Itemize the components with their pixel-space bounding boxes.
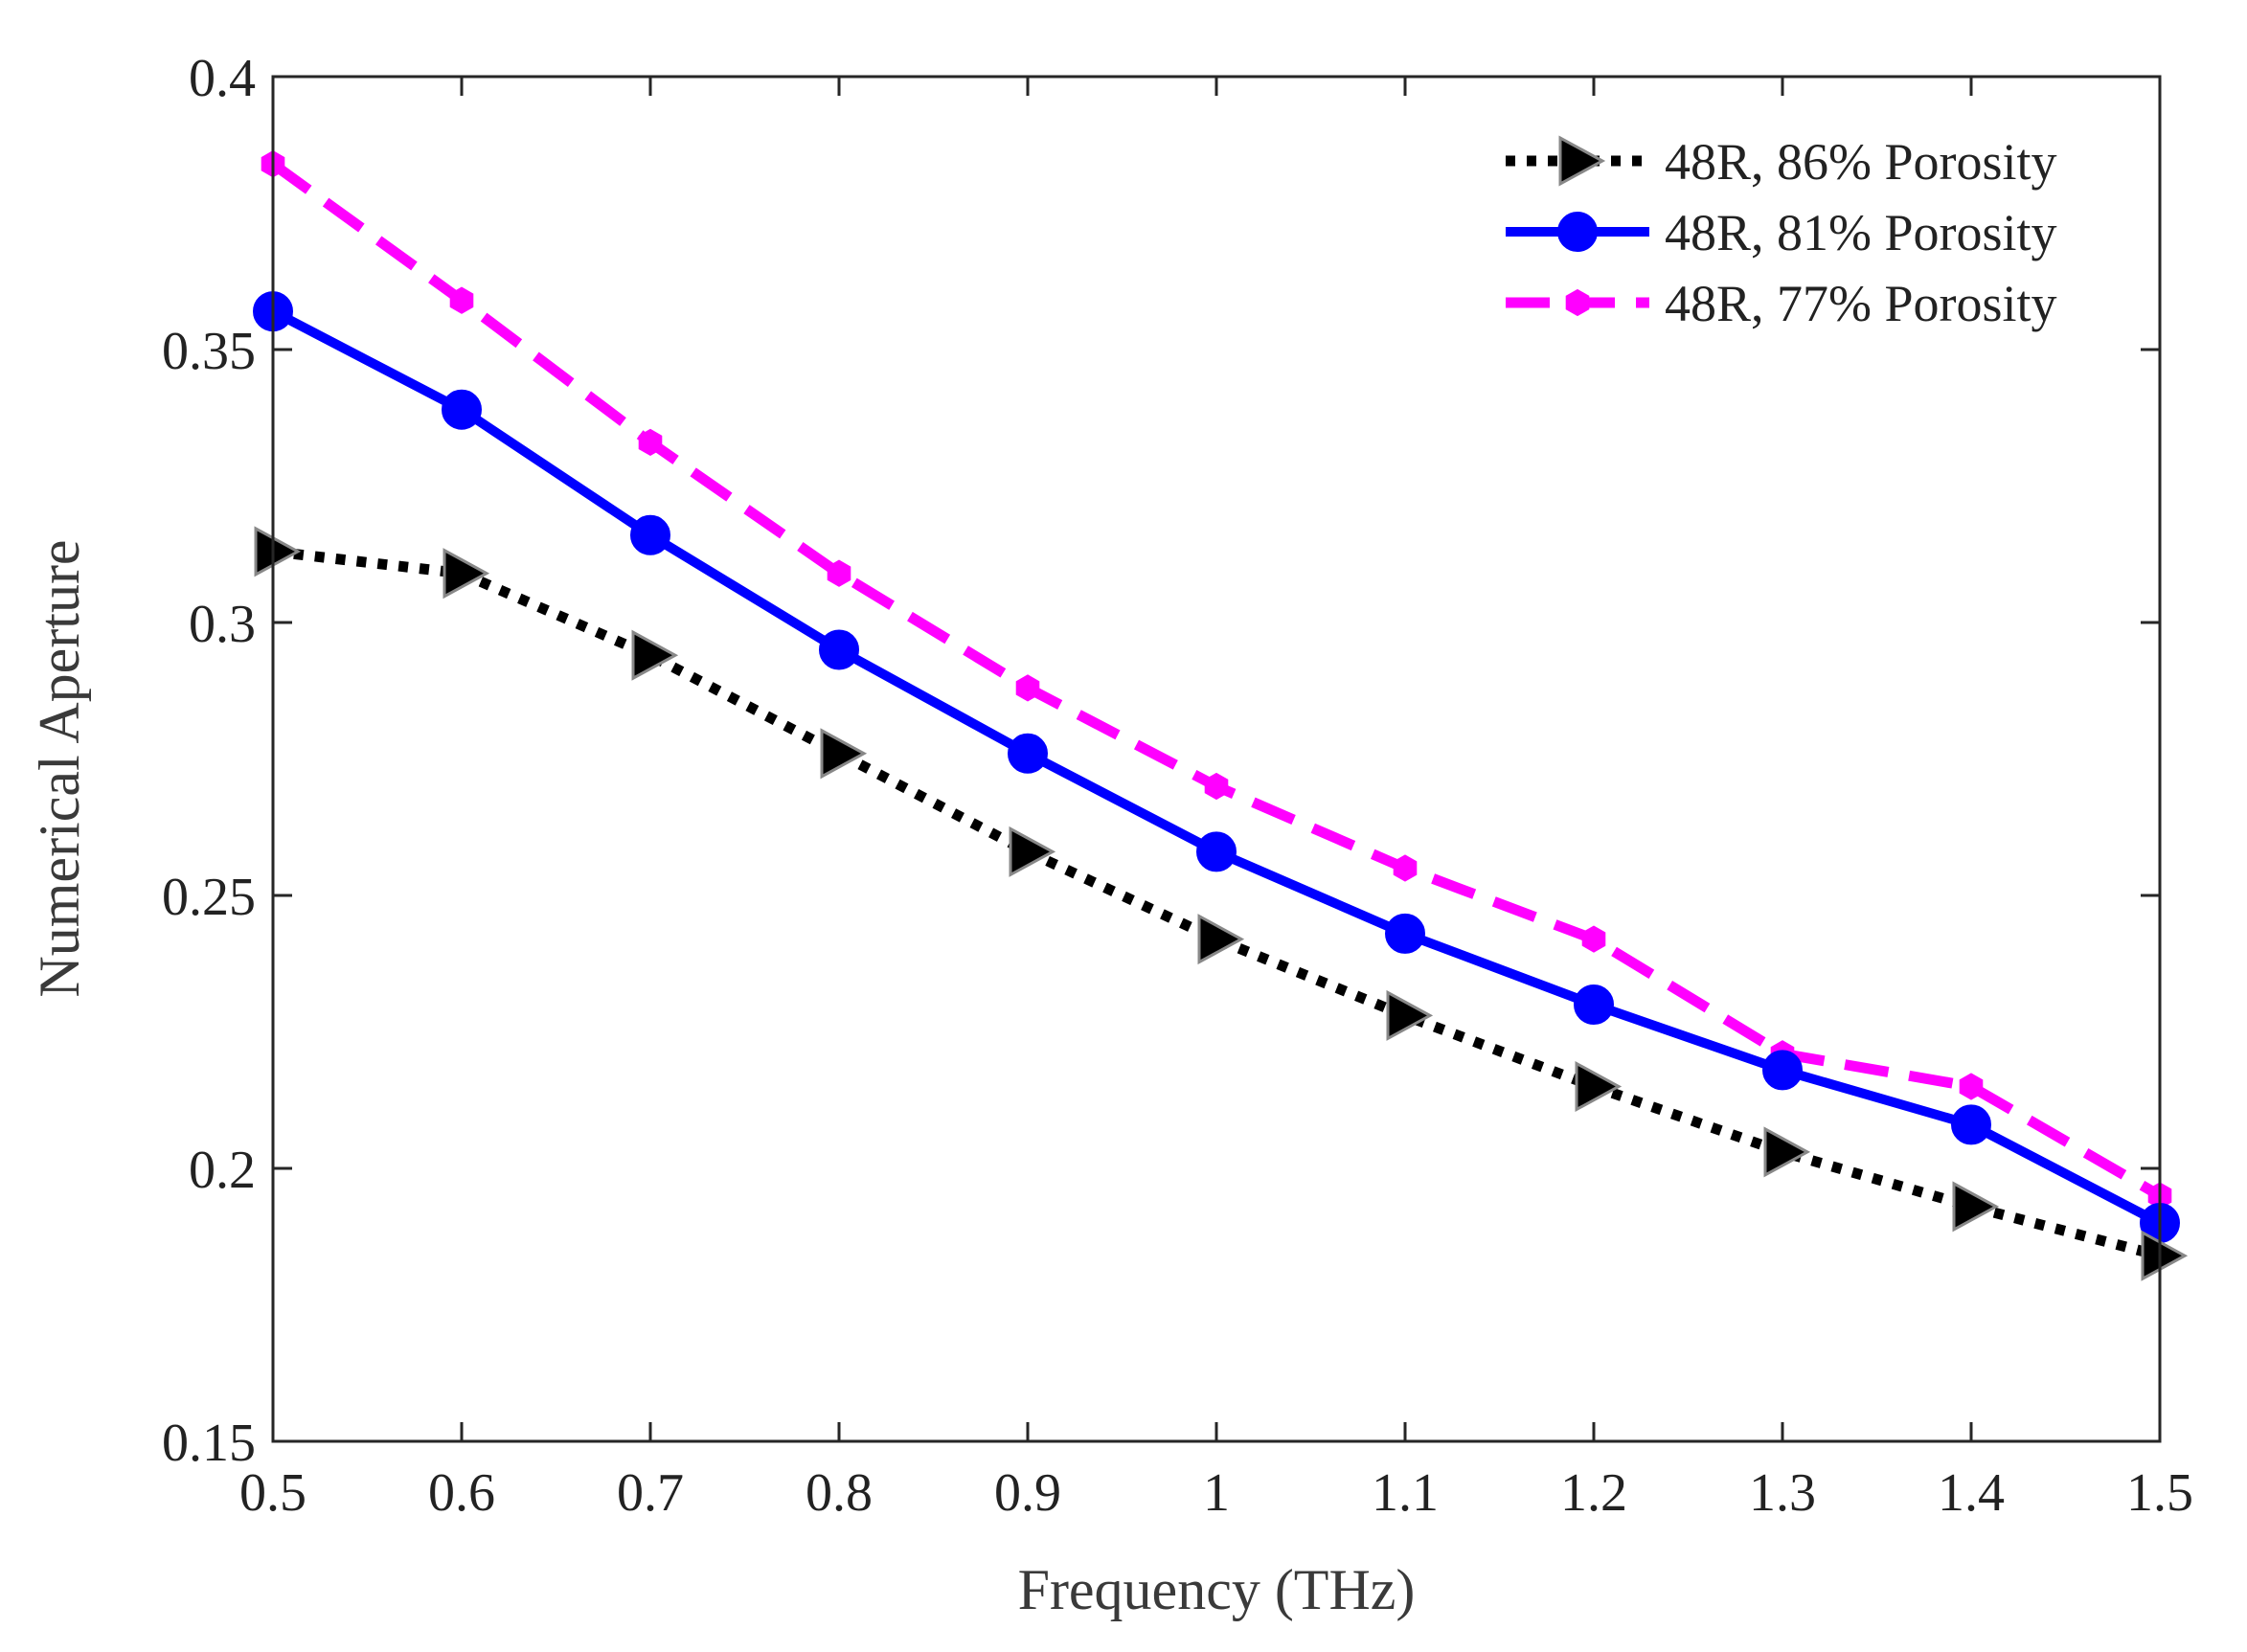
data-point: [2141, 1230, 2189, 1281]
data-point: [1385, 913, 1425, 954]
y-axis-title: Numerical Aperture: [28, 539, 91, 997]
data-point: [819, 629, 859, 670]
data-point: [1386, 989, 1434, 1041]
x-tick-label: 0.5: [239, 1463, 306, 1523]
data-point: [631, 629, 679, 681]
x-tick-label: 1.1: [1372, 1463, 1439, 1523]
data-point: [1009, 826, 1056, 877]
data-point: [1574, 984, 1614, 1025]
legend-label: 48R, 77% Porosity: [1665, 275, 2057, 332]
x-axis-title: Frequency (THz): [1018, 1558, 1416, 1621]
y-tick-label: 0.2: [189, 1141, 256, 1200]
data-point: [1762, 1050, 1803, 1091]
x-tick-label: 1.4: [1938, 1463, 2005, 1523]
y-tick-label: 0.35: [162, 322, 256, 381]
data-point: [1763, 1126, 1811, 1178]
x-tick-label: 0.6: [428, 1463, 495, 1523]
legend-entry: 48R, 77% Porosity: [1506, 275, 2057, 332]
data-point: [443, 548, 490, 600]
data-point: [1959, 1073, 1984, 1100]
legend: 48R, 86% Porosity 48R, 81% Porosity 48R, 7…: [1506, 133, 2057, 332]
data-point: [442, 389, 482, 430]
y-tick-label: 0.4: [189, 49, 256, 108]
y-tick-label: 0.3: [189, 595, 256, 654]
series-1: [254, 526, 2189, 1281]
data-point: [254, 526, 302, 577]
data-point: [820, 728, 868, 780]
data-point: [1008, 733, 1048, 774]
legend-marker: [1557, 212, 1598, 252]
x-tick-label: 1.3: [1749, 1463, 1816, 1523]
y-tick-label: 0.15: [162, 1414, 256, 1473]
axes: 0.5 0.6 0.7 0.8 0.9 1 1.1 1.2 1.3 1.4 1.5 0.15 0.2 0.…: [162, 49, 2193, 1523]
legend-entry: 48R, 86% Porosity: [1506, 133, 2057, 191]
series-2: [253, 291, 2180, 1243]
legend-marker: [1565, 288, 1590, 317]
data-point: [1952, 1181, 2000, 1233]
x-tick-label: 0.8: [806, 1463, 873, 1523]
legend-label: 48R, 86% Porosity: [1665, 133, 2057, 191]
data-point: [1196, 831, 1237, 872]
data-point: [1197, 914, 1245, 965]
y-tick-label: 0.25: [162, 868, 256, 927]
legend-marker: [1558, 135, 1606, 187]
data-point: [1575, 1060, 1623, 1113]
data-point: [1393, 854, 1418, 882]
legend-entry: 48R, 81% Porosity: [1506, 204, 2057, 261]
data-point: [1581, 925, 1606, 953]
data-point: [1951, 1104, 1991, 1145]
legend-label: 48R, 81% Porosity: [1665, 204, 2057, 261]
data-point: [1015, 674, 1040, 702]
x-tick-label: 1: [1203, 1463, 1230, 1523]
data-point: [630, 514, 670, 555]
x-tick-label: 0.9: [994, 1463, 1061, 1523]
data-point: [449, 286, 474, 314]
data-point: [827, 559, 851, 587]
data-point: [638, 428, 663, 457]
x-tick-label: 0.7: [617, 1463, 684, 1523]
x-tick-label: 1.2: [1560, 1463, 1627, 1523]
x-tick-label: 1.5: [2126, 1463, 2193, 1523]
plot-area: [253, 150, 2189, 1281]
data-point: [1204, 772, 1229, 801]
